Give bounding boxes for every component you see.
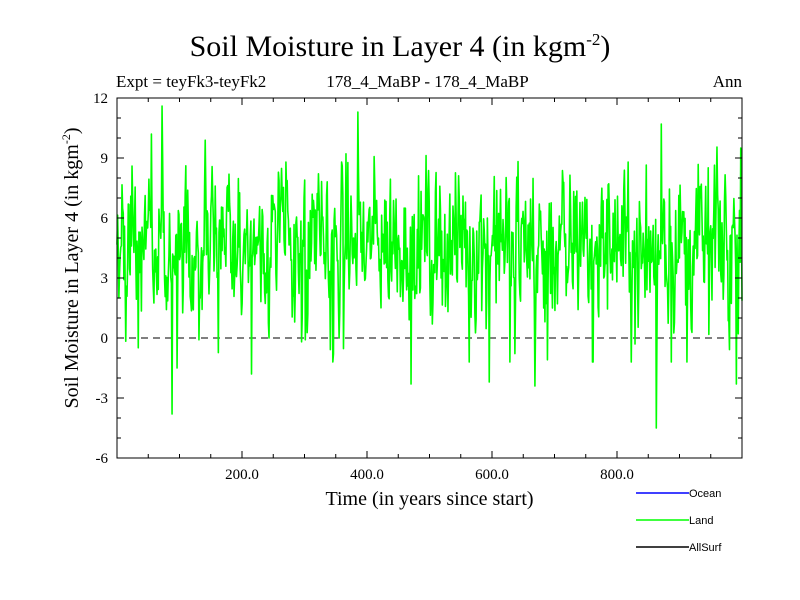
legend-label-allsurf: AllSurf	[689, 542, 722, 554]
y-tick-label: -3	[96, 391, 109, 407]
experiment-label: Expt = teyFk3-teyFk2	[116, 72, 267, 91]
x-tick-label: 200.0	[225, 467, 259, 483]
series-line-land	[116, 105, 743, 429]
y-tick-label: 6	[101, 211, 109, 227]
legend-label-ocean: Ocean	[689, 488, 721, 500]
y-tick-label: 12	[93, 91, 108, 107]
y-tick-label: -6	[96, 451, 109, 467]
x-axis-label: Time (in years since start)	[325, 488, 533, 510]
legend-label-land: Land	[689, 515, 713, 527]
y-tick-label: 3	[101, 271, 109, 287]
legend: Ocean Land AllSurf	[636, 488, 722, 554]
plot-area	[116, 105, 743, 429]
chart-title: Soil Moisture in Layer 4 (in kgm-2)	[189, 30, 611, 63]
x-tick-label: 600.0	[475, 467, 509, 483]
x-tick-label: 400.0	[350, 467, 384, 483]
axes: -6 -3 0 3 6 9 12 200.0 400.0 600.0 800.0 Time (in y…	[59, 91, 743, 510]
y-tick-label: 0	[101, 331, 109, 347]
x-tick-label: 800.0	[600, 467, 634, 483]
y-axis-label: Soil Moisture in Layer 4 (in kgm-2)	[59, 127, 83, 408]
y-tick-label: 9	[101, 151, 109, 167]
season-label: Ann	[712, 72, 742, 91]
period-label: 178_4_MaBP - 178_4_MaBP	[326, 72, 529, 91]
